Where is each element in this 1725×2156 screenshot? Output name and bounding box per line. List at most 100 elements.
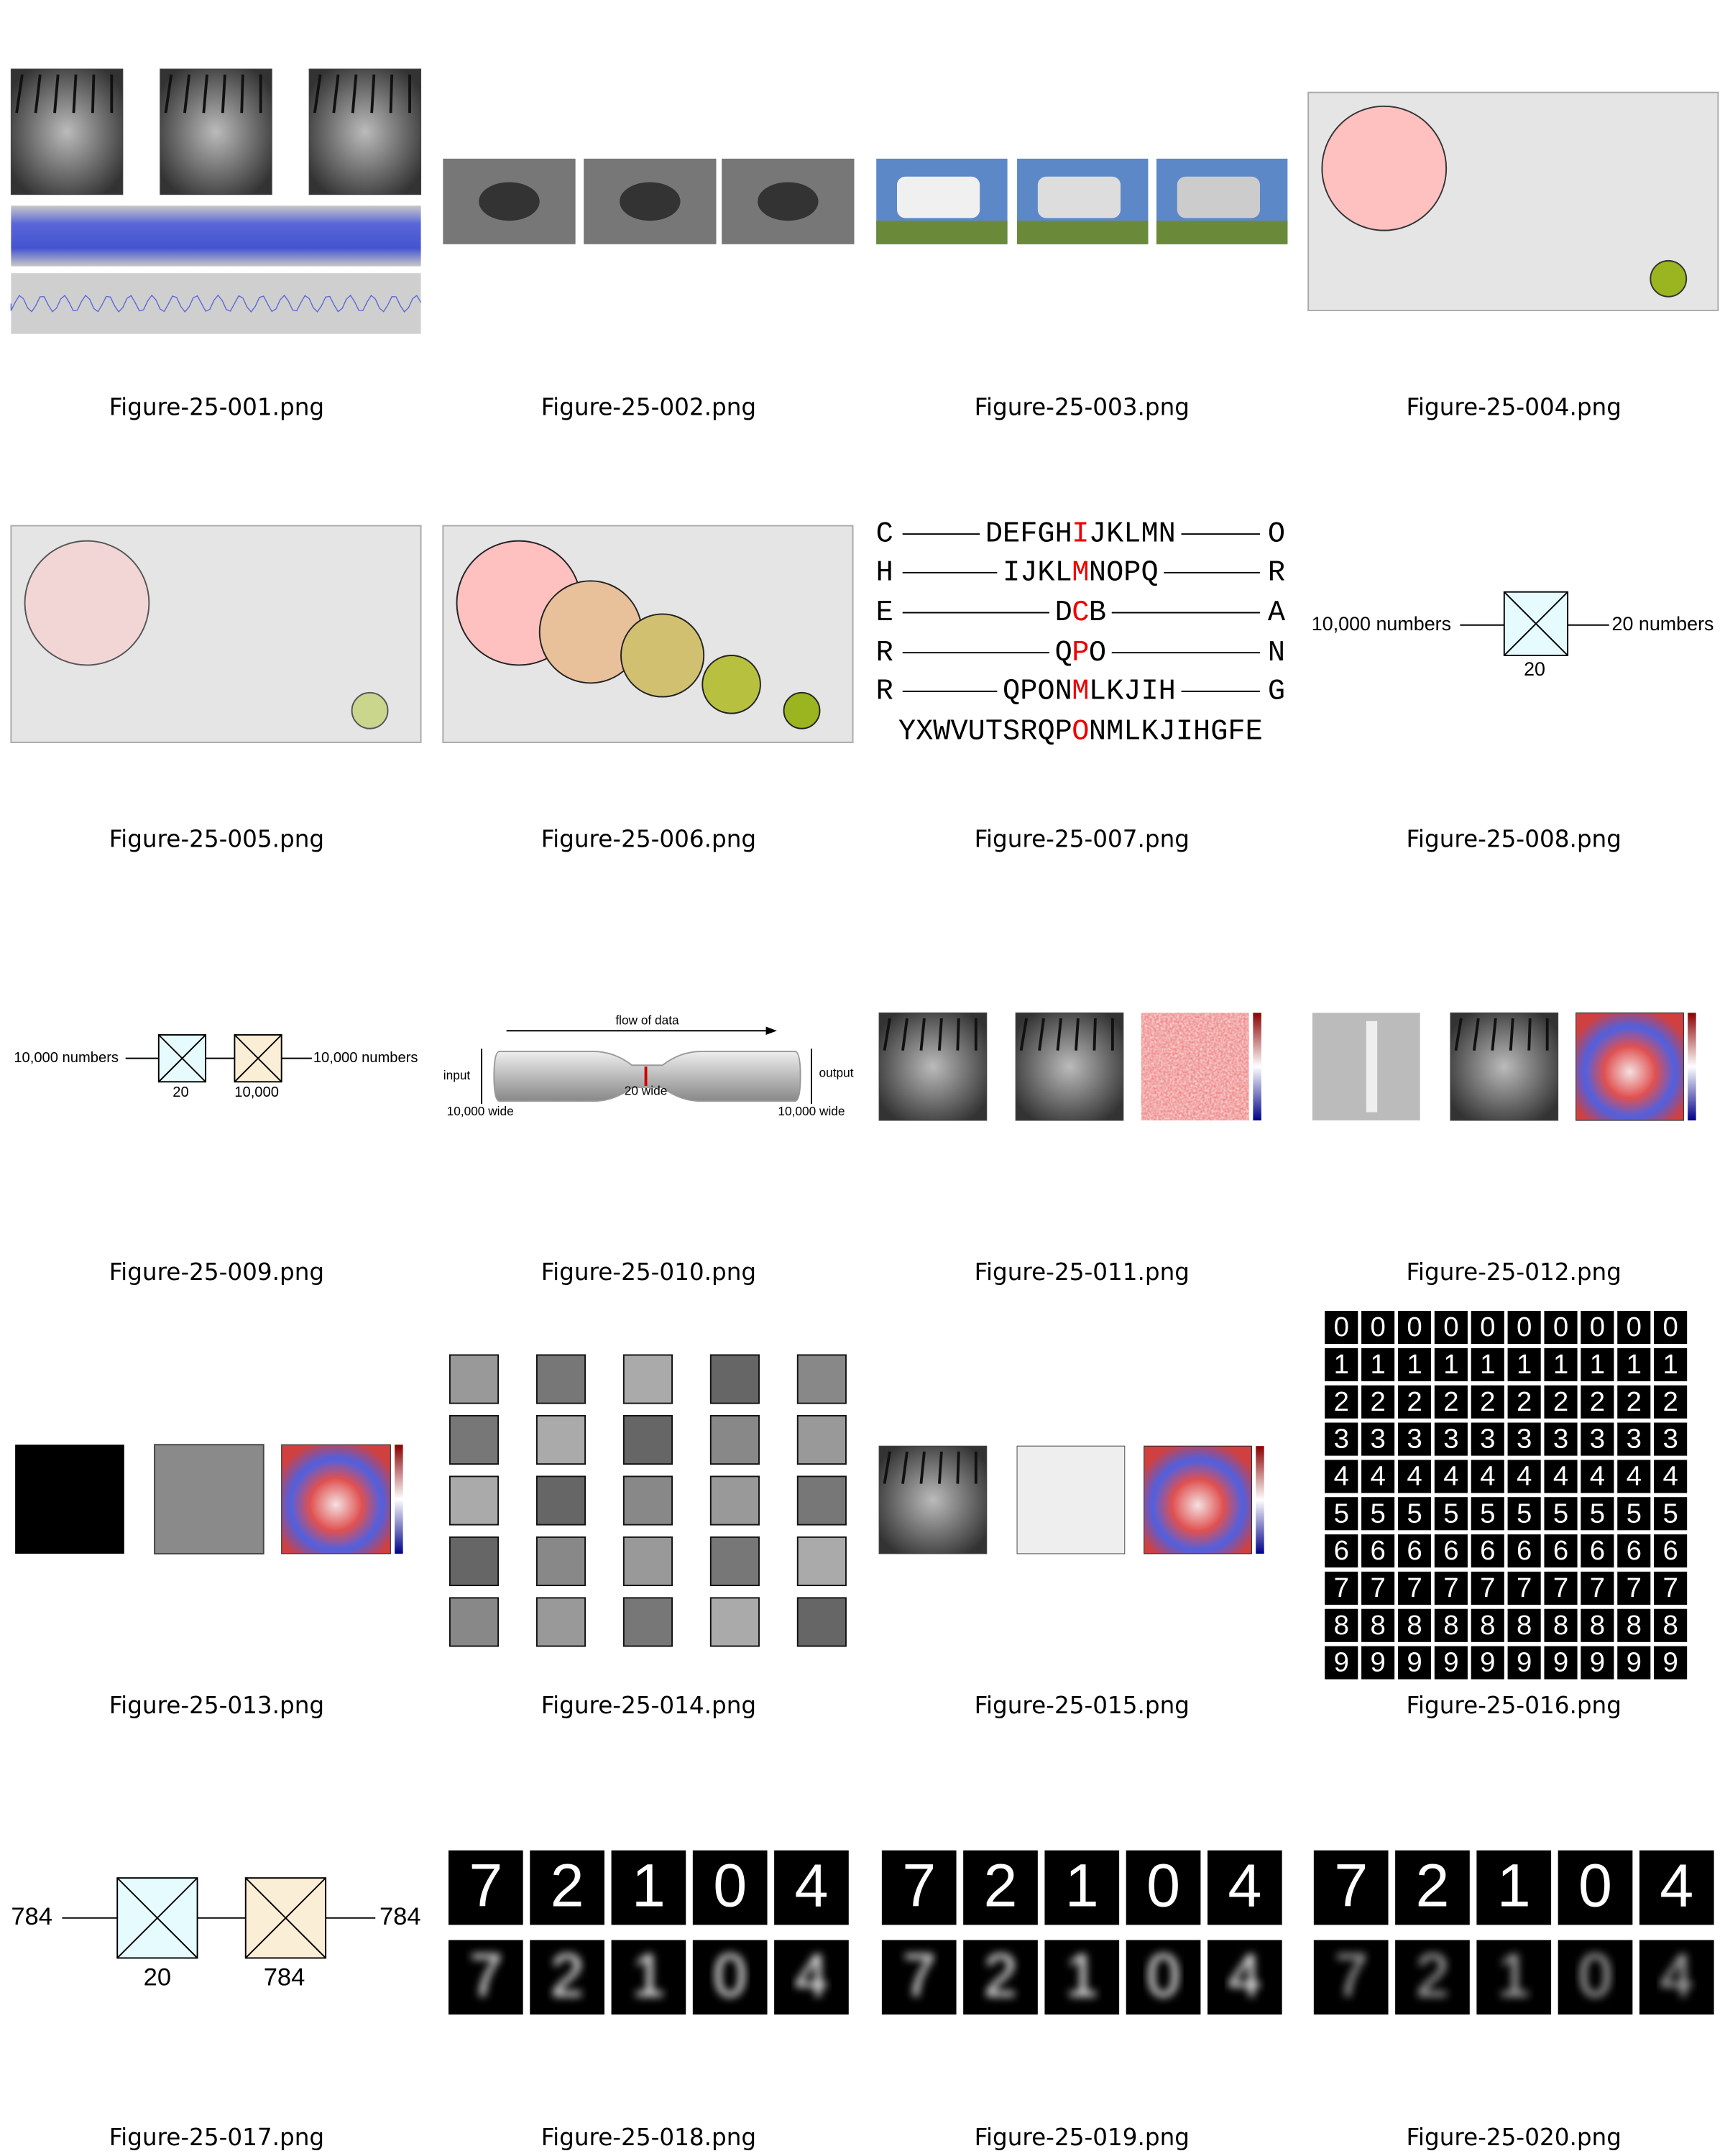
circle <box>783 691 821 729</box>
file-item[interactable]: Figure-25-018.png 7 72 21 10 04 4 <box>448 1850 849 2151</box>
label: 0 <box>1443 1312 1458 1342</box>
digit-tile <box>1434 1646 1468 1680</box>
digit-tile <box>1617 1311 1651 1345</box>
noise-texture <box>1141 1013 1249 1121</box>
label: 0 <box>1370 1312 1385 1342</box>
digit-tile <box>1395 1940 1470 2015</box>
stripe <box>1075 1018 1080 1051</box>
label: 3 <box>1517 1424 1532 1455</box>
digit-tile <box>1471 1646 1504 1680</box>
label: 9 <box>1662 1647 1678 1678</box>
label: R <box>876 676 893 709</box>
digit-tile <box>1471 1422 1504 1456</box>
file-item[interactable]: Figure-25-001.png <box>10 68 422 420</box>
digit-tile <box>1581 1460 1614 1493</box>
digit-tile <box>1208 1940 1282 2015</box>
digit-tile <box>1361 1534 1395 1568</box>
stripe <box>53 74 60 114</box>
label: 1 <box>1480 1349 1495 1380</box>
eye <box>479 182 540 221</box>
stripe <box>1527 1018 1532 1051</box>
file-name: Figure-25-001.png <box>109 393 324 420</box>
file-item[interactable]: Figure-25-004.png <box>1307 91 1719 421</box>
stripe <box>1472 1018 1480 1051</box>
patch <box>796 1597 847 1647</box>
label: 20 <box>1524 658 1545 680</box>
file-item[interactable]: Figure-25-002.png <box>443 158 855 421</box>
file-item[interactable]: Figure-25-019.png 7 72 21 10 04 4 <box>881 1850 1282 2151</box>
patch <box>448 1536 500 1587</box>
file-item[interactable]: Figure-25-008.png 10,000 numbers 20 20 numb… <box>1312 591 1714 853</box>
label: 6 <box>1480 1535 1495 1566</box>
stripe <box>1092 1018 1097 1051</box>
file-item[interactable]: Figure-25-013.png <box>15 1444 403 1719</box>
label: 7 <box>902 1942 936 2009</box>
file-item[interactable]: Figure-25-006.png <box>442 525 854 853</box>
stripe <box>1019 1018 1028 1051</box>
label: 20 numbers <box>1612 613 1714 635</box>
digit-tile <box>1507 1534 1541 1568</box>
label: 5 <box>1627 1498 1642 1529</box>
digit-tile <box>1544 1571 1578 1605</box>
file-item[interactable]: Figure-25-014.png <box>448 1354 847 1719</box>
file-item[interactable]: Figure-25-020.png 7 72 21 10 04 4 <box>1313 1850 1714 2151</box>
label: 3 <box>1480 1424 1495 1455</box>
patch <box>448 1475 500 1526</box>
label: 2 <box>1627 1386 1642 1417</box>
label: 5 <box>1480 1498 1495 1529</box>
file-item[interactable]: Figure-25-011.png <box>878 1012 1261 1286</box>
label: 1 <box>1334 1349 1349 1380</box>
stripe <box>240 74 244 114</box>
digit-tile <box>1325 1534 1358 1568</box>
file-item[interactable]: Figure-25-017.png 784 784 20 784 <box>11 1877 421 2151</box>
stripe <box>956 1451 960 1484</box>
patch <box>448 1597 500 1647</box>
digit-tile <box>1507 1348 1541 1381</box>
file-item[interactable]: Figure-25-012.png <box>1312 1012 1696 1286</box>
label: 9 <box>1590 1647 1605 1678</box>
label: 5 <box>1370 1498 1385 1529</box>
file-item[interactable]: Figure-25-009.png 10,000 numbers 20 10,000 1… <box>14 1034 418 1286</box>
file-item[interactable]: Figure-25-005.png <box>10 525 422 853</box>
file-item[interactable]: Figure-25-015.png <box>878 1445 1264 1719</box>
digit-tile <box>1361 1460 1395 1493</box>
label: O <box>1072 715 1089 748</box>
label: 9 <box>1407 1647 1422 1678</box>
file-item[interactable]: Figure-25-010.png flow of data input output… <box>443 1013 854 1286</box>
patch <box>535 1536 586 1587</box>
digit-tile <box>1507 1311 1541 1345</box>
patch <box>796 1414 847 1465</box>
digit-tile <box>1581 1534 1614 1568</box>
label: LKJIH <box>1089 676 1176 709</box>
digit-tile <box>1397 1646 1432 1680</box>
digit-tile <box>1581 1311 1614 1345</box>
digit-tile <box>1044 1940 1120 2015</box>
tiger-image <box>308 68 422 195</box>
digit-tile <box>530 1940 604 2015</box>
label: 8 <box>1370 1610 1385 1641</box>
label: 7 <box>1370 1572 1385 1603</box>
label: 8 <box>1627 1610 1642 1641</box>
digit-tile <box>1434 1348 1468 1381</box>
digit-tile <box>1507 1646 1541 1680</box>
digit-tile <box>1544 1311 1578 1345</box>
file-name: Figure-25-004.png <box>1407 393 1622 420</box>
file-name: Figure-25-013.png <box>109 1692 324 1719</box>
digit-tile <box>1476 1940 1552 2015</box>
label: 0 <box>1146 1852 1180 1920</box>
label: 2 <box>984 1942 1018 2009</box>
label: 6 <box>1407 1535 1422 1566</box>
gray-image <box>154 1444 264 1554</box>
label: 0 <box>1553 1312 1568 1342</box>
label: P <box>1072 637 1089 670</box>
label: 0 <box>1407 1312 1422 1342</box>
file-name: Figure-25-005.png <box>109 825 324 852</box>
label: 1 <box>1662 1349 1678 1380</box>
label: 2 <box>1415 1852 1449 1920</box>
patch <box>535 1597 586 1647</box>
file-item[interactable]: Figure-25-003.png <box>876 158 1288 421</box>
label: 9 <box>1627 1647 1642 1678</box>
digit-tile <box>1397 1385 1432 1419</box>
